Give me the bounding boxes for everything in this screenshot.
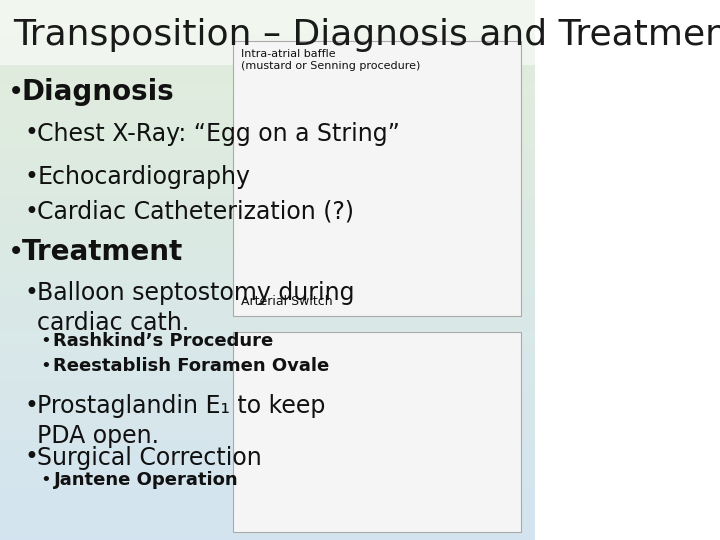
Text: •: • — [24, 200, 38, 224]
Text: Diagnosis: Diagnosis — [22, 78, 174, 106]
Text: Surgical Correction: Surgical Correction — [37, 446, 262, 469]
Text: Chest X-Ray: “Egg on a String”: Chest X-Ray: “Egg on a String” — [37, 122, 400, 145]
Text: Intra-atrial baffle
(mustard or Senning procedure): Intra-atrial baffle (mustard or Senning … — [240, 49, 420, 71]
Text: •: • — [24, 165, 38, 188]
Text: •: • — [8, 238, 24, 266]
Text: Jantene Operation: Jantene Operation — [53, 471, 238, 489]
Text: Echocardiography: Echocardiography — [37, 165, 251, 188]
Text: Reestablish Foramen Ovale: Reestablish Foramen Ovale — [53, 357, 330, 375]
FancyBboxPatch shape — [233, 332, 521, 532]
Text: Treatment: Treatment — [22, 238, 183, 266]
Text: Prostaglandin E₁ to keep
PDA open.: Prostaglandin E₁ to keep PDA open. — [37, 394, 326, 448]
Text: Cardiac Catheterization (?): Cardiac Catheterization (?) — [37, 200, 354, 224]
Text: Transposition – Diagnosis and Treatment: Transposition – Diagnosis and Treatment — [14, 18, 720, 52]
FancyBboxPatch shape — [0, 0, 535, 65]
Text: •: • — [24, 446, 38, 469]
Text: Rashkind’s Procedure: Rashkind’s Procedure — [53, 332, 274, 350]
Text: •: • — [40, 357, 51, 375]
Text: •: • — [8, 78, 24, 106]
Text: •: • — [24, 394, 38, 418]
Text: •: • — [40, 471, 51, 489]
FancyBboxPatch shape — [233, 40, 521, 316]
Text: •: • — [24, 281, 38, 305]
Text: Arterial Switch: Arterial Switch — [240, 295, 333, 308]
Text: •: • — [24, 122, 38, 145]
Text: Balloon septostomy during
cardiac cath.: Balloon septostomy during cardiac cath. — [37, 281, 355, 334]
Text: •: • — [40, 332, 51, 350]
